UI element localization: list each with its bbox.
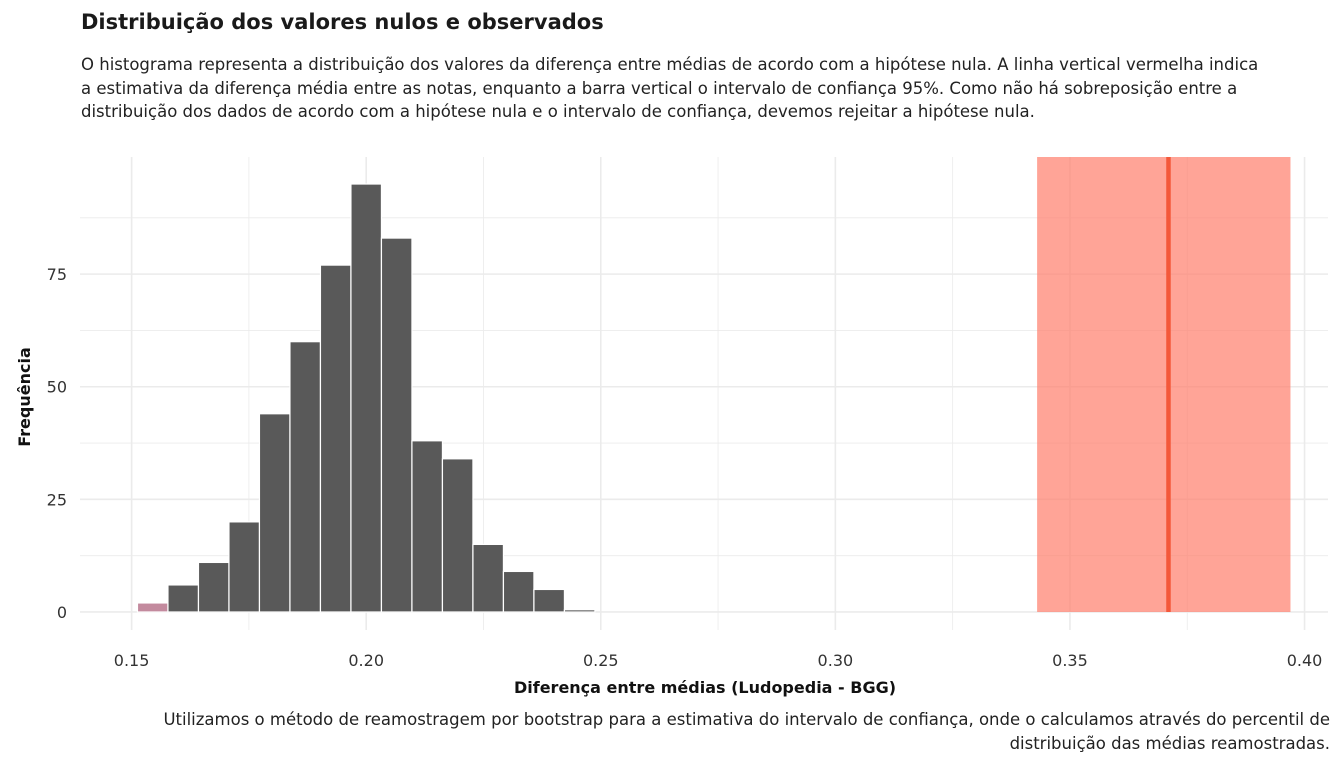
x-tick-label: 0.25 [583,651,619,670]
histogram-bar [319,264,352,613]
x-axis-title: Diferença entre médias (Ludopedia - BGG) [514,678,896,697]
x-tick-label: 0.20 [348,651,384,670]
x-tick-label: 0.30 [818,651,854,670]
confidence-interval-layer [1037,157,1291,612]
histogram-bar [136,602,169,613]
histogram-bar [289,341,322,613]
histogram-bar [563,609,596,613]
histogram-bar [197,561,230,613]
y-tick-label: 50 [47,378,67,397]
histogram-bar [350,183,383,613]
y-tick-label: 25 [47,490,67,509]
histogram-bar [472,543,505,613]
histogram-bar [228,521,261,613]
histogram-bar [502,570,535,613]
chart-subtitle: O histograma representa a distribuição d… [81,55,1259,121]
histogram-bar [380,237,413,613]
histogram-bar [441,458,474,613]
histogram-bar [533,588,566,613]
y-axis-title: Frequência [15,347,34,447]
x-axis-ticks: 0.15 0.20 0.25 0.30 0.35 0.40 [114,651,1323,670]
y-axis-ticks: 0 25 50 75 [47,265,67,622]
histogram-bars [136,183,596,613]
x-tick-label: 0.35 [1052,651,1088,670]
chart-caption: Utilizamos o método de reamostragem por … [163,710,1330,753]
histogram-bar [258,413,291,613]
x-tick-label: 0.15 [114,651,150,670]
confidence-interval-band [1037,157,1291,612]
y-tick-label: 75 [47,265,67,284]
x-tick-label: 0.40 [1287,651,1323,670]
chart-title: Distribuição dos valores nulos e observa… [81,10,604,34]
histogram-bar [167,584,200,613]
histogram-bar [411,440,444,613]
y-tick-label: 0 [57,603,67,622]
